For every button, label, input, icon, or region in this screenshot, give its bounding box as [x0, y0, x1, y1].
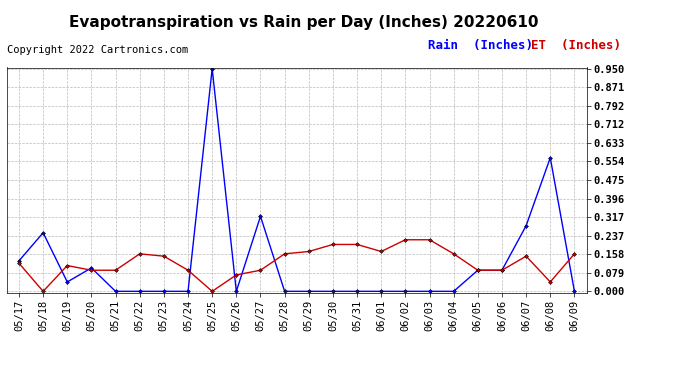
Text: ET  (Inches): ET (Inches) — [531, 39, 621, 53]
Text: Copyright 2022 Cartronics.com: Copyright 2022 Cartronics.com — [7, 45, 188, 55]
Text: Rain  (Inches): Rain (Inches) — [428, 39, 533, 53]
Text: Evapotranspiration vs Rain per Day (Inches) 20220610: Evapotranspiration vs Rain per Day (Inch… — [69, 15, 538, 30]
